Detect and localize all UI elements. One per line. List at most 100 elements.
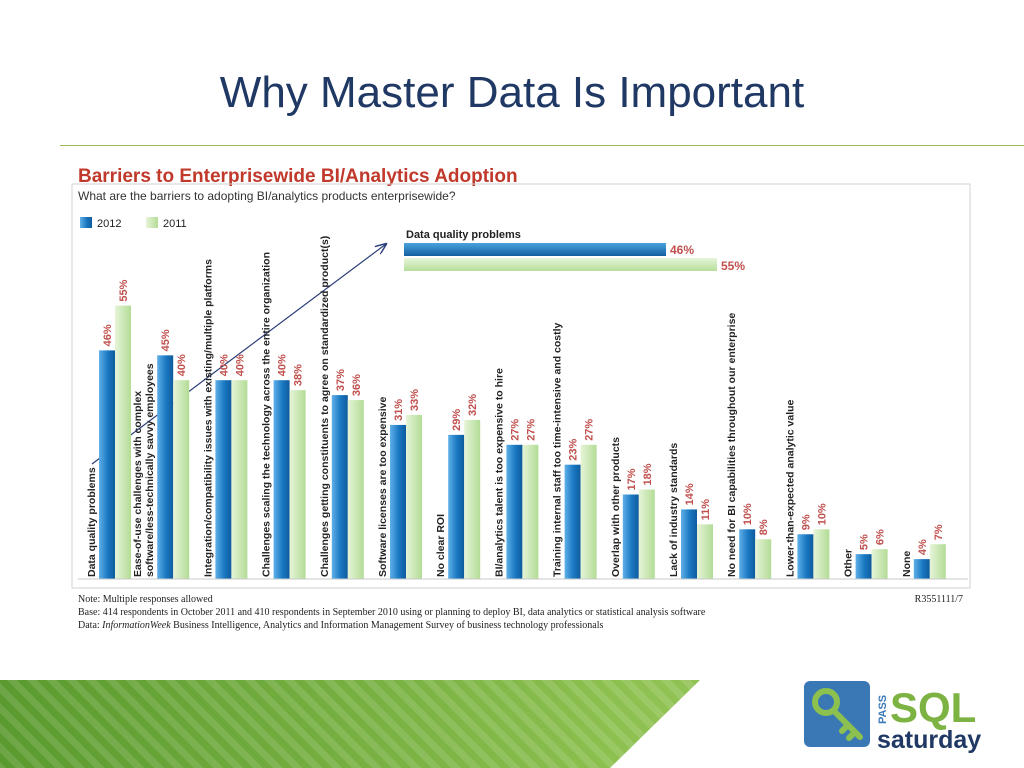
data-label-2012-8: 27% bbox=[509, 419, 521, 441]
data-label-2012-9: 23% bbox=[568, 438, 580, 460]
bar-2011-11 bbox=[697, 524, 713, 579]
legend-label-2012: 2012 bbox=[97, 218, 121, 230]
bar-2011-9 bbox=[580, 444, 597, 579]
data-label-2012-6: 31% bbox=[393, 399, 405, 421]
logo-pass: PASS bbox=[877, 695, 889, 724]
data-label-2012-5: 37% bbox=[335, 369, 347, 391]
data-label-2012-11: 14% bbox=[684, 483, 696, 505]
data-label-2012-1: 46% bbox=[102, 324, 114, 346]
data-label-2011-5: 36% bbox=[351, 374, 363, 396]
data-label-2011-15: 7% bbox=[933, 524, 945, 540]
legend-swatch-2011 bbox=[146, 217, 158, 228]
bar-2011-3 bbox=[231, 380, 248, 579]
figure-headline: Barriers to Enterprisewide BI/Analytics … bbox=[78, 166, 518, 187]
bar-2012-2 bbox=[157, 355, 174, 579]
sqlsaturday-logo: PASS SQL saturday bbox=[804, 681, 981, 754]
source-text: Data: InformationWeek Business Intellige… bbox=[78, 620, 603, 631]
callout-value-2012: 46% bbox=[670, 243, 694, 257]
callout-arrow bbox=[91, 244, 386, 465]
category-label-15: None bbox=[901, 551, 913, 577]
data-label-2011-9: 27% bbox=[584, 419, 596, 441]
bar-2012-4 bbox=[273, 380, 290, 579]
data-label-2012-12: 10% bbox=[742, 503, 754, 525]
bar-2011-4 bbox=[289, 390, 306, 579]
bars-layer: 46% 55% Data quality problems 45% 40% Ease-of… bbox=[86, 236, 946, 579]
note-text: Note: Multiple responses allowed bbox=[78, 594, 213, 605]
category-label-6: Software licenses are too expensive bbox=[377, 397, 389, 577]
key-shaft bbox=[831, 708, 863, 741]
bar-2011-12 bbox=[755, 539, 772, 579]
bar-2012-3 bbox=[215, 380, 232, 579]
legend-swatch-2012 bbox=[80, 217, 92, 228]
data-label-2011-11: 11% bbox=[700, 499, 712, 521]
slide-title: Why Master Data Is Important bbox=[219, 68, 805, 117]
bar-2012-7 bbox=[448, 434, 465, 579]
key-icon bbox=[812, 688, 840, 716]
category-label-10: Overlap with other products bbox=[610, 437, 622, 577]
bar-2012-1 bbox=[99, 350, 115, 579]
data-label-2012-10: 17% bbox=[626, 468, 638, 490]
bar-2012-15 bbox=[913, 559, 930, 579]
data-label-2011-1: 55% bbox=[118, 279, 130, 301]
bar-2012-14 bbox=[855, 554, 872, 579]
bar-2011-14 bbox=[871, 549, 888, 579]
legend: 2012 2011 bbox=[80, 217, 187, 230]
bar-2012-11 bbox=[681, 509, 697, 579]
bar-2011-10 bbox=[638, 489, 655, 579]
category-label-2-line-2: software/less-technically savvy employee… bbox=[144, 363, 156, 577]
source-prefix: Data: bbox=[78, 620, 102, 631]
data-label-2011-14: 6% bbox=[875, 529, 887, 545]
callout-bar-2011 bbox=[404, 258, 717, 271]
bar-2012-13 bbox=[797, 534, 814, 579]
data-label-2011-10: 18% bbox=[642, 463, 654, 485]
logo-sql: SQL bbox=[890, 684, 976, 731]
data-label-2011-4: 38% bbox=[293, 364, 305, 386]
data-label-2012-7: 29% bbox=[451, 409, 463, 431]
bar-2012-12 bbox=[739, 529, 756, 579]
category-label-12: No need for BI capabilities throughout o… bbox=[726, 313, 738, 577]
data-label-2011-2: 40% bbox=[176, 354, 188, 376]
bar-2012-10 bbox=[622, 494, 639, 579]
category-label-7: No clear ROI bbox=[435, 514, 447, 577]
data-label-2011-8: 27% bbox=[525, 419, 537, 441]
category-label-4: Challenges scaling the technology across… bbox=[261, 252, 273, 577]
bar-2011-6 bbox=[406, 414, 422, 579]
category-label-1: Data quality problems bbox=[86, 467, 98, 577]
source-rest: Business Intelligence, Analytics and Inf… bbox=[171, 620, 604, 631]
callout-bar-2012 bbox=[404, 243, 666, 256]
bar-2012-6 bbox=[390, 424, 406, 579]
title-divider bbox=[60, 145, 1024, 146]
base-text: Base: 414 respondents in October 2011 an… bbox=[78, 607, 706, 618]
data-label-2011-6: 33% bbox=[409, 389, 421, 411]
bar-2011-7 bbox=[464, 419, 481, 579]
figure-question: What are the barriers to adopting BI/ana… bbox=[78, 189, 456, 203]
data-label-2012-15: 4% bbox=[917, 539, 929, 555]
data-label-2011-12: 8% bbox=[758, 519, 770, 535]
bar-2011-13 bbox=[813, 529, 830, 579]
bar-2011-8 bbox=[522, 444, 539, 579]
callout-value-2011: 55% bbox=[721, 259, 745, 273]
legend-label-2011: 2011 bbox=[163, 218, 187, 230]
data-label-2011-7: 32% bbox=[467, 394, 479, 416]
category-label-14: Other bbox=[843, 549, 855, 577]
bar-2011-1 bbox=[115, 305, 131, 579]
category-label-11: Lack of industry standards bbox=[668, 443, 680, 577]
report-id: R3551111/7 bbox=[915, 594, 963, 605]
data-label-2012-13: 9% bbox=[800, 514, 812, 530]
data-label-2012-4: 40% bbox=[277, 354, 289, 376]
data-label-2011-13: 10% bbox=[816, 503, 828, 525]
bar-2012-9 bbox=[564, 464, 581, 579]
bar-2011-15 bbox=[929, 544, 946, 579]
data-label-2012-2: 45% bbox=[160, 329, 172, 351]
category-label-13: Lower-than-expected analytic value bbox=[784, 399, 796, 577]
callout-label: Data quality problems bbox=[406, 229, 521, 241]
source-publication: InformationWeek bbox=[101, 620, 171, 631]
bar-2011-2 bbox=[173, 380, 190, 579]
category-label-3: Integration/compatibility issues with ex… bbox=[202, 259, 214, 577]
data-label-2012-14: 5% bbox=[859, 534, 871, 550]
bar-2012-8 bbox=[506, 444, 523, 579]
logo-saturday: saturday bbox=[877, 726, 981, 754]
category-label-8: BI/analytics talent is too expensive to … bbox=[493, 368, 505, 577]
